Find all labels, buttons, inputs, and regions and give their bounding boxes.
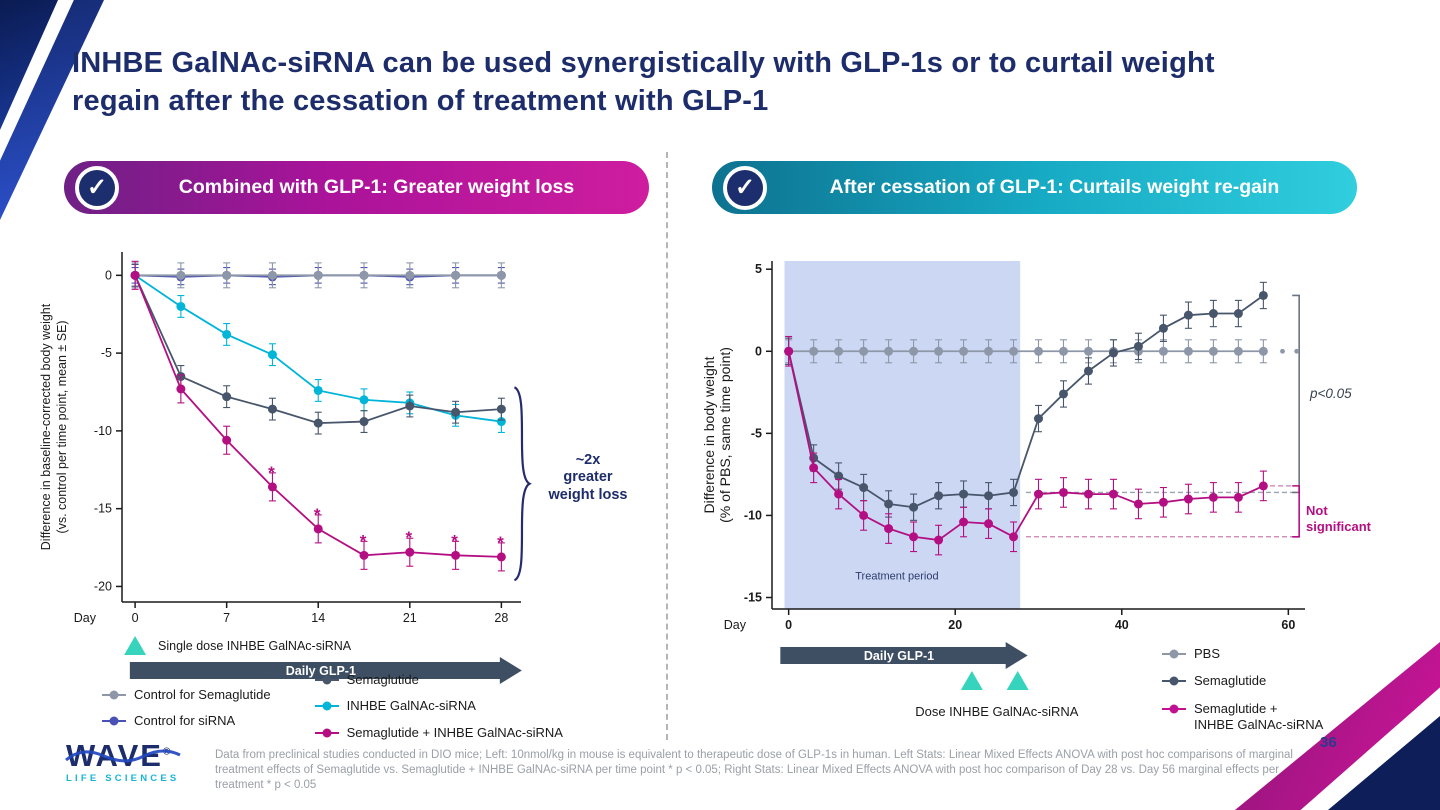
svg-text:Day: Day bbox=[724, 618, 747, 632]
left-legend-column-1: Control for Semaglutide Control for siRNA bbox=[102, 687, 271, 741]
right-banner-label: After cessation of GLP-1: Curtails weigh… bbox=[829, 176, 1280, 198]
panel-divider bbox=[666, 152, 668, 740]
svg-text:60: 60 bbox=[1281, 618, 1295, 632]
legend-label: Semaglutide + INHBE GalNAc-siRNA bbox=[346, 724, 563, 740]
svg-text:0: 0 bbox=[785, 618, 792, 632]
svg-text:*: * bbox=[451, 531, 458, 550]
svg-text:Daily GLP-1: Daily GLP-1 bbox=[864, 649, 934, 663]
left-panel-banner: ✓ Combined with GLP-1: Greater weight lo… bbox=[64, 161, 649, 214]
legend-marker-icon bbox=[102, 720, 126, 723]
checkmark-badge: ✓ bbox=[75, 165, 119, 210]
legend-item: Semaglutide + INHBE GalNAc-siRNA bbox=[314, 724, 563, 741]
legend-item: PBS bbox=[1162, 646, 1323, 662]
not-significant-label: Not significant bbox=[1306, 503, 1372, 535]
legend-marker-icon bbox=[102, 694, 126, 696]
svg-text:0: 0 bbox=[105, 268, 112, 282]
svg-text:*: * bbox=[268, 463, 275, 482]
p-value-label: p<0.05 bbox=[1310, 386, 1352, 401]
legend-label: Control for Semaglutide bbox=[134, 687, 271, 702]
legend-label: PBS bbox=[1194, 646, 1221, 661]
svg-text:-20: -20 bbox=[94, 579, 112, 593]
legend-label: Semaglutide bbox=[346, 672, 419, 687]
svg-text:Dose INHBE GalNAc-siRNA: Dose INHBE GalNAc-siRNA bbox=[915, 704, 1079, 719]
svg-text:(vs. control per time point, m: (vs. control per time point, mean ± SE) bbox=[55, 320, 69, 533]
page-title: INHBE GalNAc-siRNA can be used synergist… bbox=[72, 47, 1215, 118]
legend-marker-icon bbox=[1162, 680, 1186, 683]
svg-text:Day: Day bbox=[74, 611, 97, 625]
legend-item: Control for siRNA bbox=[102, 713, 271, 729]
svg-text:28: 28 bbox=[494, 611, 508, 625]
page-number: 36 bbox=[1320, 734, 1337, 751]
right-chart-legend: PBS Semaglutide Semaglutide + INHBE GalNAc… bbox=[1162, 646, 1323, 733]
svg-text:20: 20 bbox=[948, 618, 962, 632]
left-banner-label: Combined with GLP-1: Greater weight loss bbox=[178, 176, 575, 198]
legend-label: Semaglutide bbox=[1194, 673, 1267, 689]
legend-marker-icon bbox=[314, 705, 339, 708]
svg-text:40: 40 bbox=[1115, 618, 1129, 632]
svg-text:-10: -10 bbox=[744, 508, 762, 522]
check-icon: ✓ bbox=[86, 174, 108, 201]
legend-item: Semaglutide + INHBE GalNAc-siRNA bbox=[1162, 701, 1323, 734]
legend-label: Control for siRNA bbox=[134, 713, 236, 729]
svg-text:-15: -15 bbox=[94, 502, 112, 516]
svg-text:-5: -5 bbox=[751, 426, 762, 440]
svg-text:Daily GLP-1: Daily GLP-1 bbox=[286, 664, 356, 678]
legend-item: Semaglutide bbox=[1162, 673, 1323, 689]
svg-text:-10: -10 bbox=[94, 424, 112, 438]
svg-text:Single dose INHBE GalNAc-siRNA: Single dose INHBE GalNAc-siRNA bbox=[158, 639, 352, 653]
svg-text:Treatment period: Treatment period bbox=[855, 570, 938, 582]
svg-text:*: * bbox=[314, 505, 321, 524]
legend-item: INHBE GalNAc-siRNA bbox=[314, 698, 563, 714]
legend-marker-icon bbox=[314, 731, 339, 734]
svg-text:-5: -5 bbox=[101, 346, 112, 360]
svg-text:0: 0 bbox=[755, 344, 762, 358]
legend-marker-icon bbox=[314, 679, 339, 681]
wave-logo: WAVE® LIFE SCIENCES bbox=[65, 740, 206, 784]
svg-text:5: 5 bbox=[755, 262, 762, 276]
legend-item: Semaglutide bbox=[314, 672, 563, 688]
footnote-text: Data from preclinical studies conducted … bbox=[215, 749, 1293, 792]
left-chart-svg: 0 -5 -10 -15 -20 0 7 14 21 28 Day Difference in bas… bbox=[39, 252, 532, 684]
svg-text:*: * bbox=[405, 528, 412, 547]
legend-label: INHBE GalNAc-siRNA bbox=[346, 698, 476, 714]
legend-label: Semaglutide + INHBE GalNAc-siRNA bbox=[1194, 700, 1324, 732]
svg-text:14: 14 bbox=[311, 611, 325, 625]
svg-text:Difference in body weight: Difference in body weight bbox=[701, 356, 717, 513]
logo-wave-icon bbox=[65, 749, 181, 763]
svg-text:-15: -15 bbox=[744, 591, 762, 605]
logo-subtitle: LIFE SCIENCES bbox=[66, 773, 180, 784]
checkmark-badge: ✓ bbox=[723, 165, 767, 210]
left-chart-legend: Control for Semaglutide Control for siRNA… bbox=[102, 672, 563, 741]
left-legend-column-2: Semaglutide INHBE GalNAc-siRNA Semaglutide… bbox=[314, 672, 563, 741]
svg-text:(% of PBS, same time point): (% of PBS, same time point) bbox=[717, 347, 733, 523]
weight-loss-annotation: ~2x greater weight loss bbox=[548, 452, 628, 503]
right-chart-svg: Treatment period 5 0 -5 -10 -15 0 20 40 60 Day Diff… bbox=[701, 261, 1305, 719]
legend-marker-icon bbox=[1162, 707, 1186, 710]
svg-text:*: * bbox=[360, 531, 367, 550]
legend-item: Control for Semaglutide bbox=[102, 687, 271, 703]
svg-text:7: 7 bbox=[223, 611, 230, 625]
check-icon: ✓ bbox=[734, 174, 756, 201]
legend-marker-icon bbox=[1162, 653, 1186, 655]
svg-text:*: * bbox=[497, 533, 504, 552]
svg-text:21: 21 bbox=[403, 611, 417, 625]
svg-text:Difference in baseline-correct: Difference in baseline-corrected body we… bbox=[39, 303, 53, 550]
svg-text:0: 0 bbox=[132, 611, 139, 625]
right-panel-banner: ✓ After cessation of GLP-1: Curtails wei… bbox=[712, 161, 1357, 214]
logo-brand: WAVE® bbox=[65, 740, 181, 771]
